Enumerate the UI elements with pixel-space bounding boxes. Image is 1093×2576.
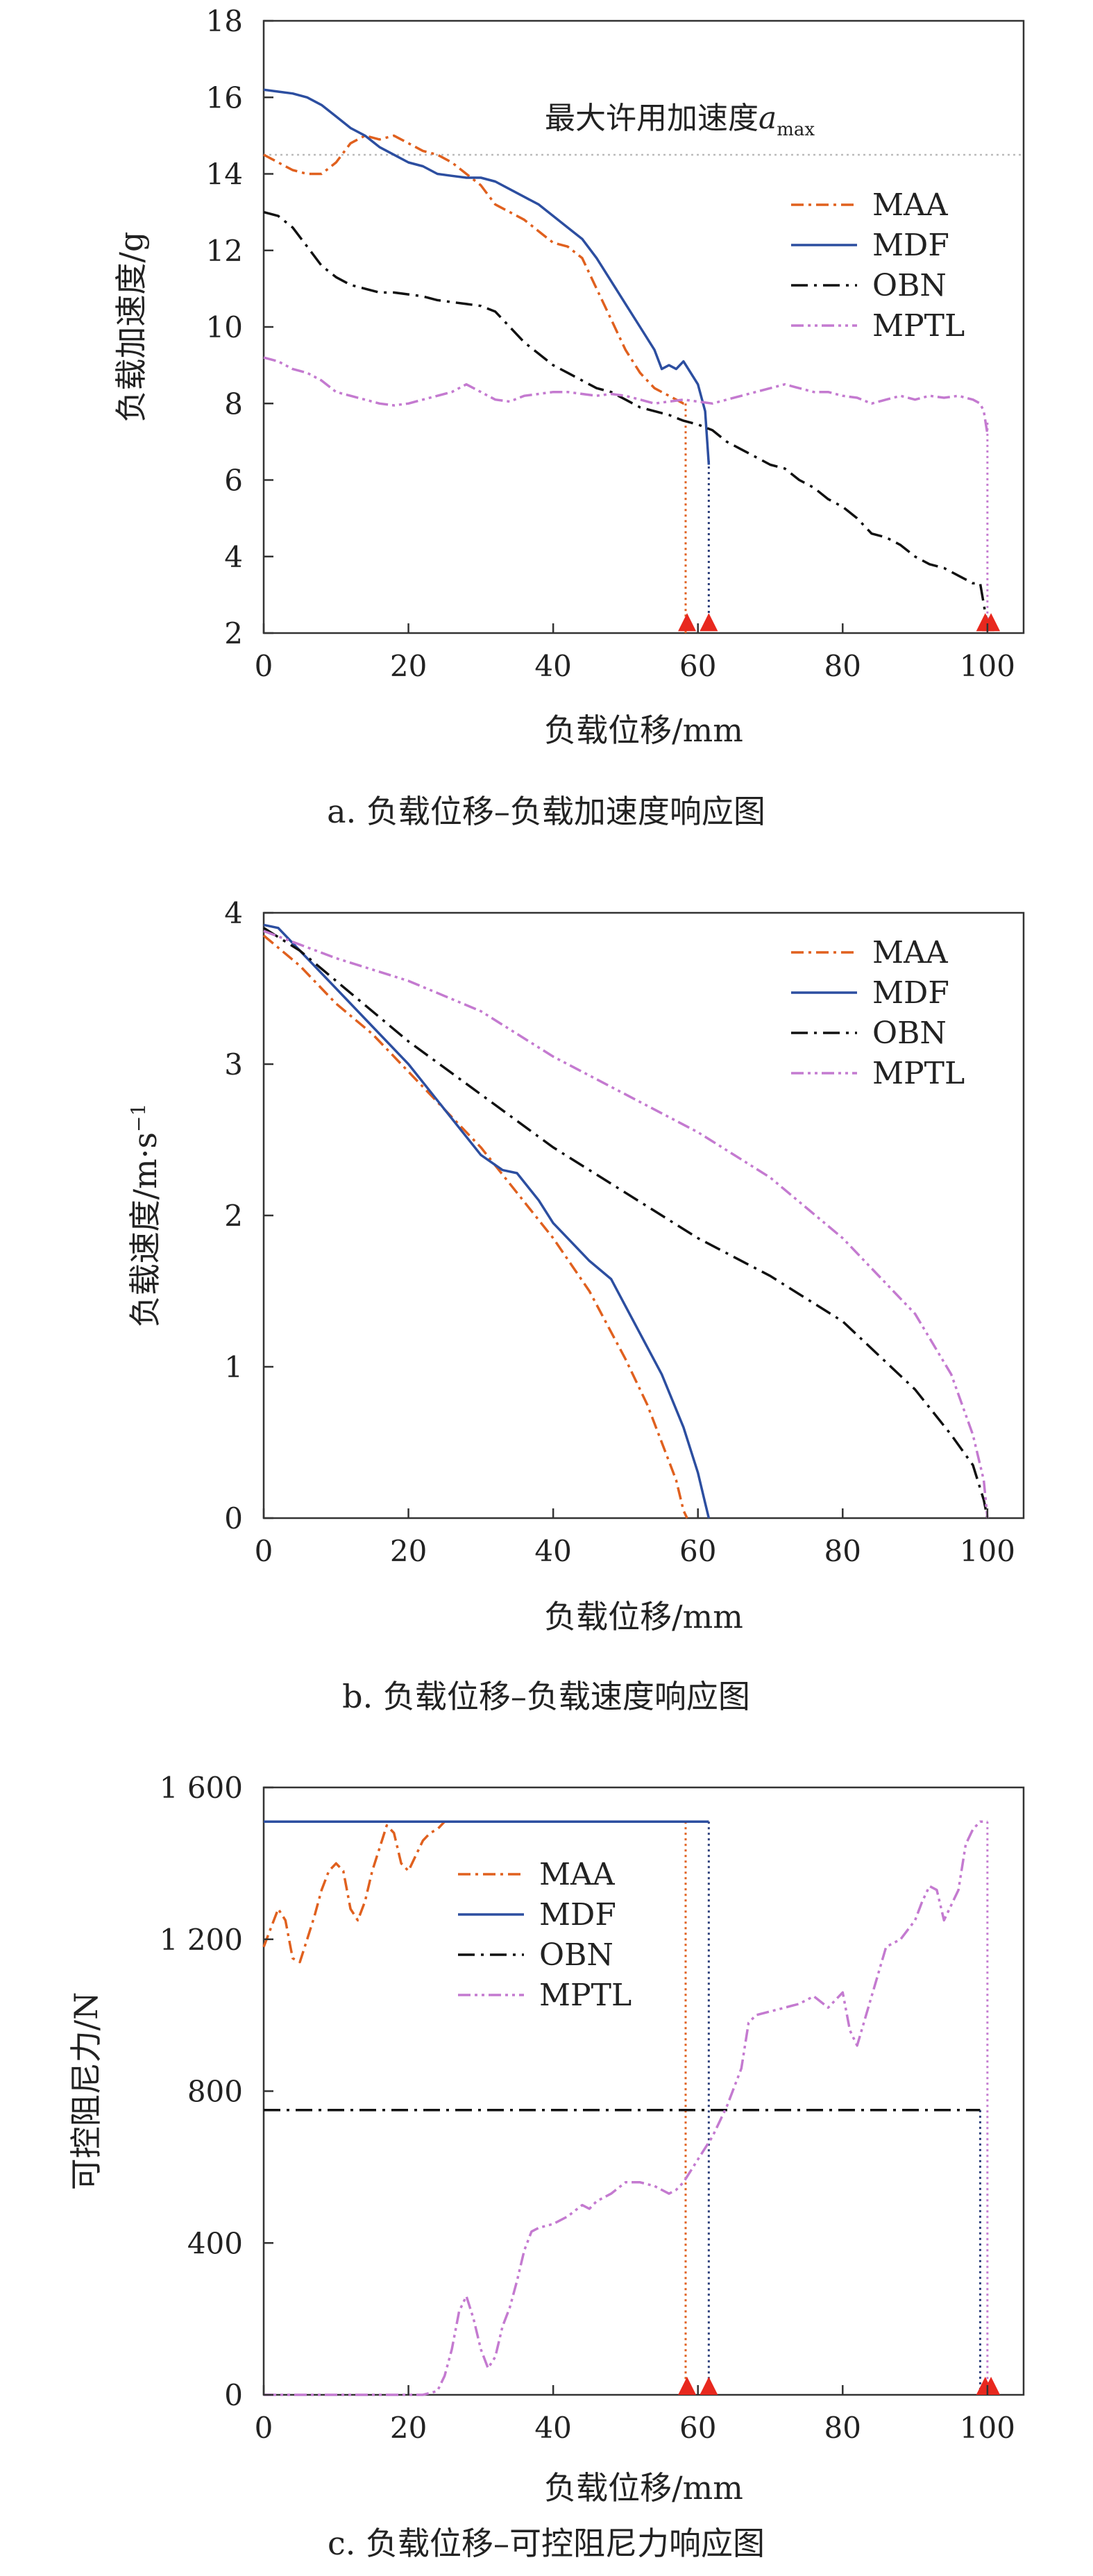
chart-1-y-tick-label-0: 0	[224, 1501, 243, 1535]
chart-2-end-marker-triangle-0	[678, 2377, 697, 2395]
chart-1-x-tick-label-1: 20	[390, 1534, 427, 1568]
chart-1-x-tick-label-3: 60	[679, 1534, 716, 1568]
chart-0-y-tick-label-0: 2	[224, 616, 243, 650]
chart-0-annotation-subscript: max	[777, 119, 815, 140]
chart-0-x-tick-label-2: 40	[534, 649, 571, 683]
chart-2-legend-label-mptl: MPTL	[539, 1978, 632, 2013]
chart-0-y-tick-label-6: 14	[206, 158, 243, 192]
chart-0-x-tick-label-5: 100	[960, 649, 1015, 683]
chart-0-y-tick-label-1: 4	[224, 540, 243, 574]
chart-2-x-tick-label-3: 60	[679, 2411, 716, 2445]
chart-0-end-marker-triangle-3	[982, 613, 1001, 632]
chart-1-series-mdf-line	[263, 923, 711, 1519]
chart-0-annotation-text: 最大许用加速度	[545, 101, 759, 136]
chart-1-legend-label-mdf: MDF	[872, 975, 949, 1011]
chart-2-y-tick-label-2: 800	[187, 2075, 243, 2109]
chart-0-series-maa-line	[263, 134, 686, 405]
chart-0-series-mptl-line	[263, 356, 989, 435]
chart-2-series-maa-line	[262, 1820, 446, 1964]
chart-0-legend-label-mdf: MDF	[872, 228, 949, 263]
chart-0-y-tick-label-5: 12	[206, 234, 243, 268]
chart-0-legend: MAA MDF OBN MPTL	[791, 187, 965, 344]
chart-0-x-tick-label-3: 60	[679, 649, 716, 683]
chart-2-caption: c. 负载位移–可控阻尼力响应图	[328, 2525, 765, 2562]
chart-2-x-tick-label-0: 0	[255, 2411, 273, 2445]
chart-0-x-tick-label-1: 20	[390, 649, 427, 683]
chart-1-x-tick-label-0: 0	[255, 1534, 273, 1568]
chart-2-y-tick-label-3: 1 200	[160, 1923, 243, 1957]
chart-0-annotation-max-acceleration: 最大许用加速度amax	[545, 101, 815, 140]
chart-0-x-tick-label-4: 80	[824, 649, 861, 683]
chart-1-y-tick-label-4: 4	[224, 896, 243, 930]
chart-0-caption: a. 负载位移–负载加速度响应图	[327, 793, 765, 830]
chart-0-x-axis-label: 负载位移/mm	[544, 712, 743, 749]
chart-1-y-tick-label-3: 3	[224, 1047, 243, 1081]
chart-1-y-tick-label-1: 1	[224, 1350, 243, 1384]
chart-1-series-mptl-line	[263, 929, 989, 1519]
chart-2-y-tick-label-1: 400	[187, 2226, 243, 2260]
chart-1-x-axis-label: 负载位移/mm	[544, 1598, 743, 1635]
chart-2-legend-label-obn: OBN	[539, 1937, 613, 1973]
chart-0-legend-label-mptl: MPTL	[872, 308, 965, 344]
chart-1-y-tick-label-2: 2	[224, 1199, 243, 1233]
chart-2-plot-frame	[262, 1786, 1025, 2396]
chart-0-series-obn-line	[263, 210, 989, 626]
chart-0-y-tick-label-8: 18	[206, 4, 243, 38]
chart-1-caption: b. 负载位移–负载速度响应图	[342, 1678, 750, 1715]
chart-0-series-mdf-line	[263, 88, 711, 465]
chart-2-end-marker-triangle-3	[982, 2377, 1001, 2395]
chart-2-y-tick-label-4: 1 600	[160, 1771, 243, 1805]
chart-0-y-tick-label-4: 10	[206, 310, 243, 344]
panel-a-acceleration: 0 20 40 60 80 100 2 4 6 8 10 12 14 16 18 负载位移/mm 负载加速度/g…	[112, 4, 1025, 830]
chart-2-legend: MAA MDF OBN MPTL	[458, 1857, 632, 2013]
chart-2-x-axis-label: 负载位移/mm	[544, 2469, 743, 2507]
chart-0-y-tick-label-3: 8	[224, 387, 243, 421]
panel-b-velocity: 0 20 40 60 80 100 0 1 2 3 4 负载位移/mm 负载速度/m·s−1 MAA MDF…	[126, 896, 1025, 1715]
chart-2-y-axis-label: 可控阻尼力/N	[67, 1992, 105, 2191]
chart-0-end-marker-triangle-1	[700, 613, 718, 632]
chart-1-x-tick-label-4: 80	[824, 1534, 861, 1568]
panel-c-damping-force: 0 20 40 60 80 100 0 400 800 1 200 1 600 负载位移/mm 可控阻尼…	[67, 1771, 1025, 2562]
chart-1-legend: MAA MDF OBN MPTL	[791, 935, 965, 1091]
chart-2-x-tick-label-1: 20	[390, 2411, 427, 2445]
chart-1-x-tick-label-2: 40	[534, 1534, 571, 1568]
chart-0-x-tick-label-0: 0	[255, 649, 273, 683]
chart-0-annotation-symbol: a	[759, 101, 777, 136]
chart-1-y-axis-label-superscript: −1	[127, 1104, 150, 1132]
chart-0-legend-label-maa: MAA	[872, 187, 949, 223]
chart-2-legend-label-maa: MAA	[539, 1857, 616, 1892]
chart-2-x-tick-label-2: 40	[534, 2411, 571, 2445]
chart-2-x-tick-label-4: 80	[824, 2411, 861, 2445]
chart-0-y-tick-label-2: 6	[224, 464, 243, 498]
chart-2-series-mptl-line	[264, 1820, 988, 2396]
chart-0-y-axis-label: 负载加速度/g	[112, 232, 150, 423]
chart-1-series-obn-line	[263, 927, 989, 1519]
chart-2-legend-label-mdf: MDF	[539, 1897, 616, 1933]
chart-0-y-tick-label-7: 16	[206, 81, 243, 115]
chart-1-legend-label-mptl: MPTL	[872, 1056, 965, 1091]
chart-1-legend-label-obn: OBN	[872, 1016, 947, 1051]
chart-1-y-axis-label: 负载速度/m·s−1	[126, 1104, 164, 1328]
chart-1-legend-label-maa: MAA	[872, 935, 949, 970]
chart-2-x-tick-label-5: 100	[960, 2411, 1015, 2445]
chart-1-series-maa-line	[262, 934, 688, 1519]
chart-2-y-tick-label-0: 0	[224, 2378, 243, 2412]
chart-0-end-marker-triangle-0	[678, 613, 697, 632]
chart-1-x-tick-label-5: 100	[960, 1534, 1015, 1568]
chart-0-legend-label-obn: OBN	[872, 268, 947, 303]
chart-2-end-marker-triangle-1	[700, 2377, 718, 2395]
